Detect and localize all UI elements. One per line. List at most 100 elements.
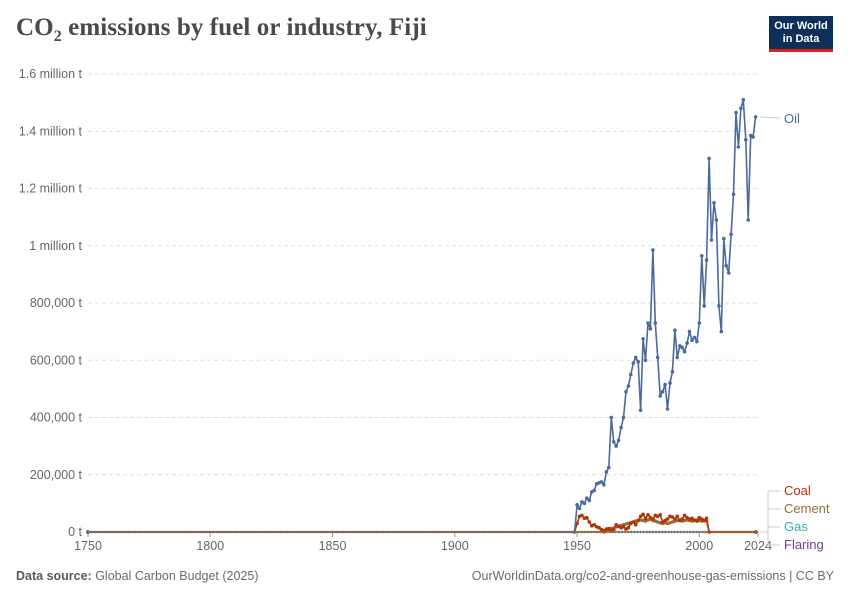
data-point-oil [744,138,748,142]
data-point-coal [638,514,643,519]
data-point-oil [695,339,699,344]
data-point-coal [675,514,680,519]
data-point-oil [602,483,606,487]
data-point-coal [636,518,640,523]
data-point-oil [592,488,596,493]
data-point-oil [700,254,704,258]
data-point-oil [655,355,660,360]
data-point-coal [580,513,584,518]
series-lines [86,98,758,534]
data-point-oil [734,110,738,115]
data-point-oil [609,415,614,420]
data-point-coal [611,527,616,532]
data-point-oil [687,329,692,334]
data-point-oil [709,238,714,242]
data-point-oil [646,321,650,325]
data-point-coal [704,516,709,521]
data-point-coal [646,513,650,517]
data-point-coal [670,515,675,519]
footer-link[interactable]: OurWorldinData.org/co2-and-greenhouse-ga… [471,569,834,583]
y-tick-label: 0 t [68,525,82,539]
data-point-oil [680,345,684,350]
data-point-oil [673,328,677,333]
data-point-oil [670,369,675,374]
data-point-oil [746,218,750,222]
y-tick-label: 200,000 t [30,468,83,482]
legend: Oil Coal Cement Gas Flaring [759,111,830,552]
data-point-oil [624,389,628,394]
data-point-oil [651,248,655,252]
data-point-oil [682,349,687,354]
data-point-coal [641,512,645,517]
legend-connector [759,526,780,533]
data-point-oil [631,361,636,365]
data-point-oil [611,440,616,444]
data-point-oil [739,106,743,111]
y-tick-label: 1.6 million t [19,67,83,81]
data-point-coal [643,516,648,521]
data-point-coal [631,520,636,524]
data-point-coal [592,523,596,527]
x-tick-label: 1900 [441,539,469,553]
data-point-coal [702,518,706,523]
source-value: Global Carbon Budget (2025) [91,569,259,583]
data-point-oil [712,201,716,205]
legend-connector [759,531,780,546]
data-point-oil [660,389,665,394]
x-tick-label: 2000 [685,539,713,553]
legend-label-coal: Coal [784,483,811,498]
data-point-oil [722,236,726,241]
data-point-oil [575,503,579,507]
data-point-oil [702,304,706,308]
legend-label-gas: Gas [784,519,808,534]
data-point-coal [658,513,662,517]
data-point-oil [616,438,621,443]
legend-connector [759,508,780,533]
data-point-coal [665,517,670,521]
owid-logo[interactable]: Our World in Data [769,16,833,52]
legend-label-flaring: Flaring [784,537,824,552]
x-tick-label: 2024 [744,539,772,553]
legend-label-oil: Oil [784,111,800,126]
data-point-coal [587,520,592,524]
data-point-oil [638,408,643,413]
data-point-oil [614,444,618,448]
data-point-oil [663,382,667,387]
data-point-oil [692,335,697,340]
data-point-oil [587,498,592,503]
y-tick-label: 1 million t [29,239,82,253]
data-point-oil [582,501,587,506]
data-point-coal [673,517,677,521]
data-point-oil [648,327,653,331]
y-tick-label: 800,000 t [30,296,83,310]
data-point-oil [717,304,721,308]
chart-title: CO2 emissions by fuel or industry, Fiji [16,14,427,45]
data-point-oil [704,258,709,262]
data-point-oil [736,145,741,149]
data-point-oil [626,384,631,388]
data-point-oil [636,359,640,364]
data-point-oil [619,425,623,430]
data-point-oil [604,470,609,474]
data-point-coal [626,525,631,530]
legend-connector [759,490,780,533]
data-point-coal [621,525,626,529]
y-tick-label: 600,000 t [30,353,83,367]
data-point-oil [643,358,648,363]
data-point-coal [680,517,684,521]
data-point-oil [729,232,733,237]
data-point-oil [707,156,711,161]
data-source: Data source: Global Carbon Budget (2025) [16,569,259,583]
data-point-oil [621,415,626,420]
data-point-oil [697,321,702,325]
x-tick-label: 1750 [74,539,102,553]
legend-label-cement: Cement [784,501,830,516]
data-point-oil [658,394,662,398]
source-label: Data source: [16,569,92,583]
x-tick-label: 1850 [319,539,347,553]
data-point-oil [633,355,638,360]
grid-lines [88,73,758,476]
data-point-coal [651,517,655,521]
data-point-coal [695,519,699,523]
